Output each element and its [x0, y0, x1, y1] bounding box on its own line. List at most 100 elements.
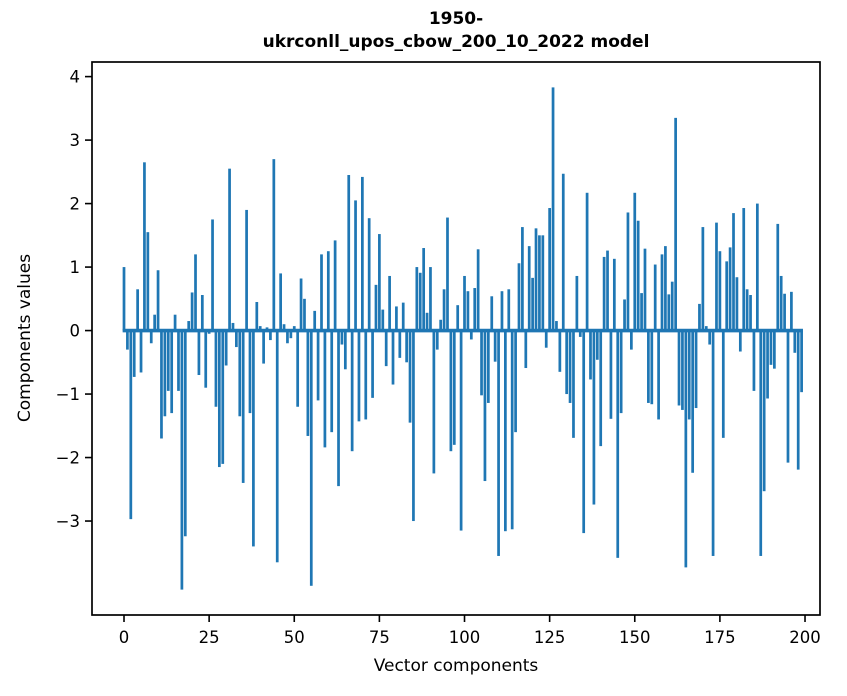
bar-192 [776, 223, 780, 331]
y-tick-label: −1 [56, 385, 80, 404]
bar-63 [337, 330, 340, 487]
bar-95 [446, 217, 449, 331]
bar-101 [466, 291, 470, 331]
bar-68 [354, 200, 357, 331]
bar-94 [442, 289, 446, 331]
bar-173 [711, 330, 715, 556]
bar-152 [640, 293, 643, 331]
bar-168 [694, 330, 698, 409]
bar-18 [183, 330, 187, 537]
bar-26 [211, 219, 214, 331]
bar-166 [687, 330, 691, 420]
bar-160 [667, 294, 671, 331]
bar-158 [660, 254, 664, 331]
bar-71 [364, 330, 368, 420]
bar-23 [200, 295, 204, 331]
bar-37 [248, 330, 252, 414]
bar-16 [177, 330, 180, 391]
bar-149 [629, 330, 633, 350]
bar-179 [732, 213, 735, 331]
x-tick-label: 175 [704, 628, 736, 647]
bar-89 [425, 312, 429, 331]
bar-116 [517, 263, 521, 331]
bar-25 [207, 330, 211, 334]
bar-43 [269, 330, 272, 341]
bar-35 [241, 330, 245, 483]
bar-182 [742, 208, 746, 331]
bar-29 [221, 330, 225, 464]
bar-20 [190, 292, 194, 331]
bar-174 [715, 222, 718, 331]
bar-136 [585, 192, 589, 331]
bar-62 [333, 240, 337, 331]
bar-78 [388, 275, 391, 331]
bar-49 [289, 330, 293, 339]
bar-127 [555, 321, 558, 331]
bar-24 [204, 330, 208, 388]
bar-46 [279, 273, 283, 331]
bar-130 [565, 330, 569, 395]
bar-154 [647, 330, 650, 403]
bar-199 [800, 330, 803, 393]
bar-6 [143, 162, 146, 331]
bar-190 [769, 330, 773, 365]
bar-165 [684, 330, 688, 568]
bar-133 [575, 275, 579, 331]
bar-175 [718, 251, 722, 331]
bar-104 [476, 249, 480, 331]
bar-67 [350, 330, 354, 452]
bar-14 [170, 330, 174, 414]
bar-172 [708, 330, 712, 345]
bar-105 [480, 330, 483, 396]
bar-188 [762, 330, 766, 492]
bar-126 [551, 87, 555, 331]
bar-51 [296, 330, 300, 407]
bar-106 [483, 330, 487, 482]
x-tick-label: 200 [789, 628, 821, 647]
bar-99 [459, 330, 463, 531]
bar-196 [790, 291, 793, 331]
bar-129 [561, 173, 565, 331]
bar-90 [429, 267, 432, 331]
bar-142 [606, 250, 609, 331]
bar-69 [357, 330, 361, 422]
bar-118 [524, 330, 528, 369]
bar-87 [418, 272, 422, 331]
bar-93 [439, 319, 443, 331]
bar-193 [779, 275, 783, 331]
bar-41 [262, 330, 265, 364]
bar-50 [292, 326, 296, 331]
bar-114 [510, 330, 514, 530]
bar-139 [595, 330, 599, 360]
bar-110 [497, 330, 500, 556]
bar-33 [235, 330, 238, 348]
bar-157 [657, 330, 660, 420]
bar-141 [602, 256, 606, 331]
bar-161 [670, 281, 674, 331]
bar-48 [286, 330, 289, 344]
bar-8 [149, 330, 153, 344]
bar-82 [401, 302, 405, 331]
bar-13 [166, 330, 170, 391]
bar-12 [163, 330, 167, 417]
bar-76 [381, 309, 385, 331]
bar-27 [214, 330, 218, 407]
bar-74 [374, 284, 378, 331]
bar-9 [153, 314, 157, 331]
bar-15 [173, 314, 177, 331]
chart-title: 1950- ukrconll_upos_cbow_200_10_2022 mod… [92, 8, 820, 54]
bar-59 [323, 330, 327, 448]
y-tick-label: −3 [56, 512, 80, 531]
bar-55 [309, 330, 313, 586]
bar-184 [749, 295, 752, 331]
bar-185 [752, 330, 756, 391]
bar-19 [187, 321, 191, 331]
bar-163 [677, 330, 681, 406]
bar-131 [568, 330, 572, 403]
bar-146 [619, 330, 623, 414]
bar-134 [578, 330, 582, 337]
bar-183 [745, 289, 749, 331]
chart-title-line1: 1950- [428, 9, 484, 29]
